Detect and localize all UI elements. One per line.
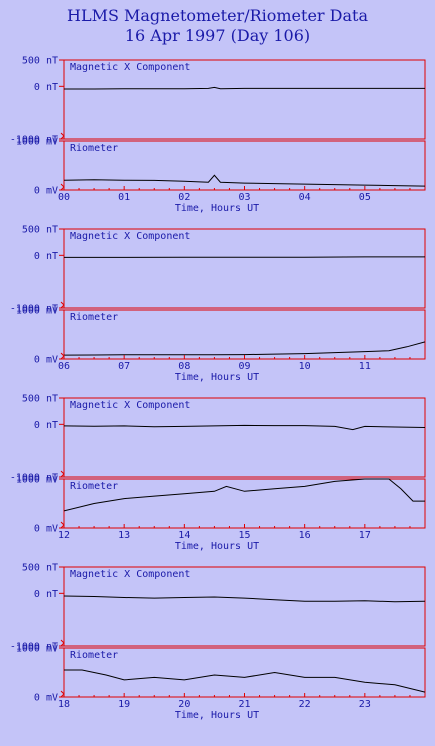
series-label: Riometer xyxy=(70,481,118,492)
x-tick-label: 08 xyxy=(178,361,190,372)
series-label: Magnetic X Component xyxy=(70,569,190,580)
x-tick-label: 02 xyxy=(178,192,190,203)
series-line xyxy=(64,669,426,693)
x-tick-label: 18 xyxy=(58,699,70,710)
y-tick-label: 0 nT xyxy=(34,82,58,93)
x-axis-label: Time, Hours UT xyxy=(175,203,259,214)
y-tick-label: 0 nT xyxy=(34,589,58,600)
x-axis-label: Time, Hours UT xyxy=(175,710,259,721)
x-tick-label: 19 xyxy=(118,699,130,710)
y-tick-label: -1000 nT xyxy=(10,304,58,315)
chart-panel-0: 500 nT 0 nT -1000 nT Magnetic X Component 10… xyxy=(10,56,426,214)
y-tick-label: -1000 nT xyxy=(10,473,58,484)
y-tick-label: 1000 mV xyxy=(16,644,58,655)
series-line xyxy=(63,478,425,512)
series-label: Magnetic X Component xyxy=(70,62,190,73)
x-tick-label: 12 xyxy=(58,530,70,541)
x-tick-label: 13 xyxy=(118,530,130,541)
x-tick-label: 06 xyxy=(58,361,70,372)
series-line xyxy=(64,256,425,258)
y-tick-label: 500 nT xyxy=(22,225,58,236)
x-tick-label: 05 xyxy=(359,192,371,203)
y-tick-label: 500 nT xyxy=(22,56,58,67)
y-tick-label: 0 mV xyxy=(34,186,58,197)
y-tick-label: 500 nT xyxy=(22,394,58,405)
x-tick-label: 21 xyxy=(238,699,250,710)
x-tick-label: 22 xyxy=(299,699,311,710)
y-tick-label: 1000 mV xyxy=(16,306,58,317)
axis-break-mark xyxy=(60,639,65,647)
x-tick-label: 01 xyxy=(118,192,130,203)
x-tick-label: 20 xyxy=(178,699,190,710)
series-line xyxy=(63,595,426,603)
chart-panel-2: 500 nT 0 nT -1000 nT Magnetic X Component 10… xyxy=(10,394,426,552)
plot-frame xyxy=(63,566,426,647)
y-tick-label: 1000 mV xyxy=(16,137,58,148)
y-tick-label: -1000 nT xyxy=(10,642,58,653)
x-tick-label: 14 xyxy=(178,530,190,541)
series-line xyxy=(64,86,425,90)
x-tick-label: 07 xyxy=(118,361,130,372)
page-subtitle: 16 Apr 1997 (Day 106) xyxy=(124,26,311,45)
x-tick-label: 16 xyxy=(299,530,311,541)
series-label: Riometer xyxy=(70,143,118,154)
x-tick-label: 15 xyxy=(238,530,250,541)
y-tick-label: -1000 nT xyxy=(10,135,58,146)
y-tick-label: 0 nT xyxy=(34,251,58,262)
y-tick-label: 1000 mV xyxy=(16,475,58,486)
axis-break-mark xyxy=(60,132,65,140)
chart-panel-1: 500 nT 0 nT -1000 nT Magnetic X Component 10… xyxy=(10,225,426,383)
plot-frame xyxy=(63,397,426,478)
axis-break-mark xyxy=(60,470,65,478)
y-tick-label: 0 nT xyxy=(34,420,58,431)
chart-panel-3: 500 nT 0 nT -1000 nT Magnetic X Component 10… xyxy=(10,563,426,721)
page-title: HLMS Magnetometer/Riometer Data xyxy=(67,6,368,25)
series-label: Riometer xyxy=(70,650,118,661)
x-tick-label: 17 xyxy=(359,530,371,541)
x-tick-label: 09 xyxy=(238,361,250,372)
y-tick-label: 0 mV xyxy=(34,355,58,366)
x-tick-label: 23 xyxy=(359,699,371,710)
series-line xyxy=(63,341,426,356)
axis-break-mark xyxy=(60,301,65,309)
series-line xyxy=(63,424,426,431)
plot-frame xyxy=(63,59,426,140)
x-tick-label: 11 xyxy=(359,361,371,372)
series-label: Magnetic X Component xyxy=(70,231,190,242)
series-label: Magnetic X Component xyxy=(70,400,190,411)
x-tick-label: 03 xyxy=(238,192,250,203)
x-axis-label: Time, Hours UT xyxy=(175,541,259,552)
x-tick-label: 04 xyxy=(299,192,311,203)
x-tick-label: 00 xyxy=(58,192,70,203)
y-tick-label: 0 mV xyxy=(34,524,58,535)
x-tick-label: 10 xyxy=(299,361,311,372)
series-label: Riometer xyxy=(70,312,118,323)
y-tick-label: 0 mV xyxy=(34,693,58,704)
y-tick-label: 500 nT xyxy=(22,563,58,574)
plot-frame xyxy=(63,228,426,309)
series-line xyxy=(63,174,426,187)
x-axis-label: Time, Hours UT xyxy=(175,372,259,383)
